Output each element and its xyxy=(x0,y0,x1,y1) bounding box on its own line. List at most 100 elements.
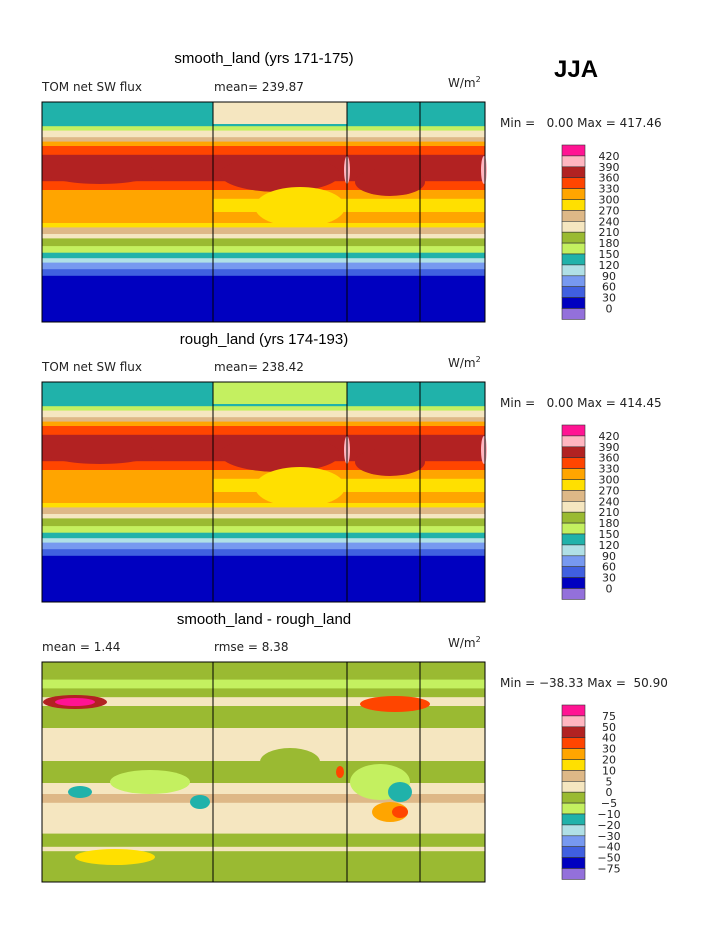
colorbar-tick-label: 120 xyxy=(599,259,620,272)
contour-band xyxy=(42,130,485,138)
contour-patch xyxy=(392,806,408,818)
colorbar-swatch xyxy=(561,166,586,179)
colorbar-tick-label: −5 xyxy=(601,797,617,810)
colorbar-swatch xyxy=(561,199,586,211)
minmax-label: Min = 0.00 Max = 417.46 xyxy=(500,116,662,130)
contour-patch xyxy=(255,467,345,507)
colorbar-swatch xyxy=(561,868,586,880)
colorbar-tick-label: 420 xyxy=(599,430,620,443)
colorbar-swatch xyxy=(561,824,586,837)
contour-band xyxy=(42,421,485,427)
contour-patch xyxy=(190,795,210,809)
colorbar-tick-label: 150 xyxy=(599,528,620,541)
colorbar-tick-label: 90 xyxy=(602,270,616,283)
contour-patch xyxy=(260,748,320,776)
colorbar-tick-label: 50 xyxy=(602,721,616,734)
contour-band xyxy=(42,223,485,228)
contour-map xyxy=(42,102,487,323)
contour-map xyxy=(42,382,487,603)
colorbar-swatch xyxy=(561,242,586,255)
contour-band xyxy=(42,227,485,235)
stat-label: mean= 238.42 xyxy=(214,360,304,374)
units-exponent: 2 xyxy=(475,355,481,364)
colorbar-swatch xyxy=(561,457,586,469)
contour-patch xyxy=(213,382,347,404)
colorbar-tick-label: 300 xyxy=(599,194,620,207)
colorbar-tick-label: 0 xyxy=(606,303,613,316)
colorbar-tick-label: 60 xyxy=(602,561,616,574)
units-base: W/m xyxy=(448,636,476,650)
colorbar-swatch xyxy=(561,511,586,524)
map-frame xyxy=(41,101,486,323)
contour-band xyxy=(42,146,485,156)
contour-patch xyxy=(45,440,155,464)
contour-band xyxy=(42,507,485,515)
contour-map xyxy=(42,662,485,883)
colorbar-tick-label: 240 xyxy=(599,495,620,508)
contour-band xyxy=(42,470,485,480)
contour-patch xyxy=(481,156,487,184)
colorbar-swatch xyxy=(561,715,586,728)
colorbar-swatch xyxy=(561,221,586,233)
stat-label: rmse = 8.38 xyxy=(214,640,289,654)
units-base: W/m xyxy=(448,76,476,90)
colorbar-swatch xyxy=(561,770,586,782)
variable-label: TOM net SW flux xyxy=(42,80,143,94)
contour-band xyxy=(42,549,485,557)
contour-patch xyxy=(360,696,430,712)
contour-band xyxy=(42,833,485,848)
colorbar-tick-label: 5 xyxy=(606,775,613,788)
minmax-label: Min = 0.00 Max = 414.45 xyxy=(500,396,662,410)
colorbar-swatch xyxy=(561,555,586,567)
colorbar-tick-label: −30 xyxy=(597,830,620,843)
contour-patch xyxy=(355,448,425,476)
contour-patch xyxy=(220,436,340,472)
variable-label: TOM net SW flux xyxy=(42,360,143,374)
panel-title: smooth_land - rough_land xyxy=(176,611,352,628)
contour-patch xyxy=(255,187,345,227)
colorbar-swatch xyxy=(561,759,586,771)
colorbar-tick-label: 360 xyxy=(599,172,620,185)
colorbar-tick-label: −75 xyxy=(597,863,620,876)
colorbar-tick-label: 0 xyxy=(606,786,613,799)
colorbar-swatch xyxy=(561,802,586,815)
colorbar-swatch xyxy=(561,737,586,749)
colorbar-swatch xyxy=(561,791,586,804)
contour-band xyxy=(42,679,485,689)
contour-band xyxy=(42,542,485,550)
season-label: JJA xyxy=(554,56,599,83)
colorbar-swatch xyxy=(561,435,586,448)
colorbar-tick-label: −20 xyxy=(597,819,620,832)
contour-patch xyxy=(355,168,425,196)
contour-patch xyxy=(336,766,344,778)
contour-patch xyxy=(110,770,190,794)
minmax-label: Min = −38.33 Max = 50.90 xyxy=(500,676,668,690)
colorbar-swatch xyxy=(561,726,586,738)
colorbar-swatch xyxy=(561,177,586,189)
contour-patch xyxy=(388,782,412,802)
colorbar-tick-label: 60 xyxy=(602,281,616,294)
colorbar-swatch xyxy=(561,500,586,513)
colorbar-tick-label: 270 xyxy=(599,484,620,497)
contour-patch xyxy=(481,436,487,464)
colorbar-swatch xyxy=(561,479,586,491)
contour-band xyxy=(42,688,485,698)
contour-band xyxy=(42,555,485,603)
contour-band xyxy=(42,662,485,681)
contour-band xyxy=(42,426,485,436)
colorbar-tick-label: 120 xyxy=(599,539,620,552)
colorbar-swatch xyxy=(561,446,586,458)
colorbar-swatch xyxy=(561,264,586,277)
colorbar-tick-label: 20 xyxy=(602,754,616,767)
colorbar-swatch xyxy=(561,144,586,157)
contour-band xyxy=(42,258,485,264)
colorbar-tick-label: 40 xyxy=(602,732,616,745)
contour-band xyxy=(42,190,485,200)
colorbar-swatch xyxy=(561,424,586,437)
colorbar-tick-label: −10 xyxy=(597,808,620,821)
colorbar-swatch xyxy=(561,522,586,535)
contour-band xyxy=(42,706,485,729)
contour-band xyxy=(42,269,485,277)
